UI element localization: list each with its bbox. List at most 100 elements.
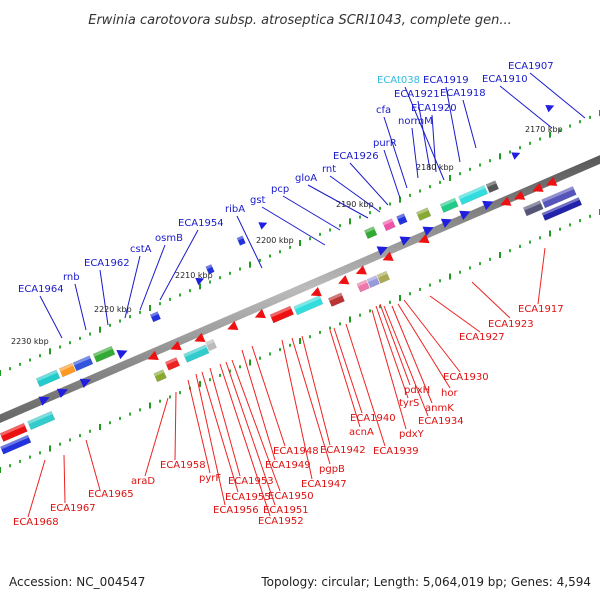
scale-tick bbox=[239, 365, 241, 369]
gene-label[interactable]: ECA1964 bbox=[18, 284, 64, 295]
gene-label[interactable]: ECA1930 bbox=[443, 372, 489, 383]
arrow-glyph bbox=[482, 200, 494, 211]
gene-label[interactable]: gst bbox=[250, 195, 266, 206]
gene-label[interactable]: ECA1968 bbox=[13, 517, 59, 528]
scale-tick bbox=[209, 378, 211, 382]
gene-label[interactable]: ECA1953 bbox=[228, 476, 274, 487]
genome-backbone bbox=[0, 155, 600, 424]
gene-label[interactable]: pyrF bbox=[199, 473, 221, 484]
gene-label[interactable]: ECA1920 bbox=[411, 103, 457, 114]
gene-label[interactable]: pcp bbox=[271, 184, 289, 195]
arrow-glyph bbox=[79, 378, 91, 388]
scale-tick bbox=[449, 175, 451, 181]
gene-label[interactable]: rnb bbox=[63, 272, 80, 283]
gene-arrow bbox=[194, 332, 206, 343]
gene-label[interactable]: rnt bbox=[322, 164, 336, 175]
scale-tick bbox=[279, 250, 281, 254]
gene-highlight bbox=[458, 185, 486, 200]
gene-label[interactable]: ECA1962 bbox=[84, 258, 130, 269]
leader-lines bbox=[27, 72, 586, 518]
gene-feature bbox=[236, 235, 246, 246]
gene-feature bbox=[35, 369, 61, 388]
gene-label[interactable]: ECA1940 bbox=[350, 413, 396, 424]
gene-label[interactable]: pdxH bbox=[404, 385, 430, 396]
leader-line bbox=[383, 149, 401, 199]
gene-label[interactable]: ribA bbox=[225, 204, 245, 215]
gene-label[interactable]: ECA1958 bbox=[160, 460, 206, 471]
scale-tick bbox=[89, 332, 91, 336]
scale-tick bbox=[349, 218, 351, 225]
leader-line bbox=[201, 371, 239, 493]
gene-label[interactable]: normM bbox=[398, 116, 433, 127]
gene-label[interactable]: ECAt038 bbox=[377, 75, 420, 86]
gene-feature bbox=[0, 422, 28, 443]
gene-feature bbox=[183, 344, 210, 363]
gene-label[interactable]: ECA1919 bbox=[423, 75, 469, 86]
top-gene-labels: ECA1907 ECA1910 ECA1918 ECA1919 ECAt038 … bbox=[18, 61, 554, 295]
gene-label[interactable]: ECA1910 bbox=[482, 74, 528, 85]
gene-label[interactable]: ECA1918 bbox=[440, 88, 486, 99]
gene-label[interactable]: ECA1939 bbox=[373, 446, 419, 457]
gene-label[interactable]: tyrS bbox=[399, 398, 419, 409]
gene-label[interactable]: acnA bbox=[349, 427, 374, 438]
scale-tick bbox=[579, 120, 581, 124]
gene-label[interactable]: cfa bbox=[376, 105, 391, 116]
gene-feature bbox=[327, 292, 345, 307]
gene-label[interactable]: ECA1923 bbox=[488, 319, 534, 330]
gene-label[interactable]: pgpB bbox=[319, 464, 345, 475]
gene-label[interactable]: ECA1951 bbox=[263, 505, 309, 516]
gene-label[interactable]: purR bbox=[373, 138, 397, 149]
gene-label[interactable]: ECA1967 bbox=[50, 503, 96, 514]
gene-label[interactable]: pdxY bbox=[399, 429, 425, 440]
arrow-glyph bbox=[440, 218, 453, 228]
scale-tick bbox=[339, 322, 341, 326]
scale-tick bbox=[109, 323, 111, 327]
gene-label[interactable]: ECA1926 bbox=[333, 151, 379, 162]
gene-block bbox=[205, 338, 217, 352]
gene-label[interactable]: ECA1965 bbox=[88, 489, 134, 500]
gene-label[interactable]: ECA1907 bbox=[508, 61, 554, 72]
gene-label[interactable]: ECA1927 bbox=[459, 332, 505, 343]
scale-tick bbox=[369, 211, 371, 215]
gene-label[interactable]: ECA1947 bbox=[301, 479, 347, 490]
gene-label[interactable]: ECA1949 bbox=[265, 460, 311, 471]
leader-line bbox=[411, 127, 419, 179]
gene-block bbox=[396, 213, 408, 226]
gene-block bbox=[382, 218, 396, 232]
gene-label[interactable]: ECA1950 bbox=[268, 491, 314, 502]
gene-label[interactable]: cstA bbox=[130, 244, 152, 255]
scale-tick bbox=[249, 261, 251, 268]
scale-tick bbox=[529, 240, 531, 244]
gene-label[interactable]: ECA1942 bbox=[320, 445, 366, 456]
gene-block bbox=[458, 185, 489, 206]
scale-tick bbox=[489, 257, 491, 261]
gene-label[interactable]: ECA1921 bbox=[394, 89, 440, 100]
gene-highlight bbox=[153, 369, 165, 377]
gene-feature bbox=[376, 270, 391, 284]
arrow-glyph bbox=[459, 210, 471, 220]
gene-label[interactable]: ECA1956 bbox=[213, 505, 259, 516]
arrow-glyph bbox=[56, 388, 69, 398]
gene-highlight bbox=[523, 200, 541, 211]
gene-label[interactable]: hor bbox=[441, 388, 458, 399]
gene-highlight bbox=[356, 279, 368, 287]
gene-label[interactable]: osmB bbox=[155, 233, 183, 244]
gene-label[interactable]: ECA1934 bbox=[418, 416, 464, 427]
gene-label[interactable]: ECA1954 bbox=[178, 218, 224, 229]
gene-label[interactable]: ECA1952 bbox=[258, 516, 304, 527]
gene-highlight bbox=[366, 275, 378, 283]
gene-arrow bbox=[532, 182, 544, 192]
scale-tick bbox=[199, 381, 201, 387]
gene-label[interactable]: ECA1917 bbox=[518, 304, 564, 315]
gene-label[interactable]: gloA bbox=[295, 173, 317, 184]
gene-feature bbox=[205, 338, 217, 352]
gene-label[interactable]: ECA1955 bbox=[225, 492, 271, 503]
gene-arrow bbox=[418, 233, 430, 244]
gene-label[interactable]: ECA1948 bbox=[273, 446, 319, 457]
gene-highlight bbox=[376, 271, 388, 278]
scale-label: 2170 kbp bbox=[525, 125, 563, 134]
scale-tick bbox=[339, 224, 341, 228]
gene-label[interactable]: araD bbox=[131, 476, 155, 487]
gene-highlight bbox=[59, 363, 74, 372]
gene-label[interactable]: anmK bbox=[425, 403, 454, 414]
